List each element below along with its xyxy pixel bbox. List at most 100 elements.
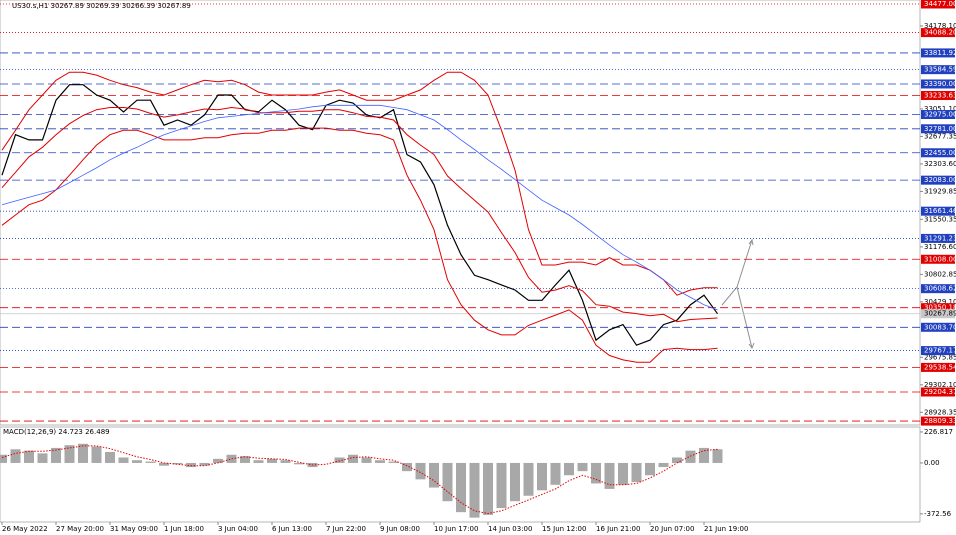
macd-bar [375, 460, 385, 463]
macd-bar [685, 450, 696, 463]
macd-bar [658, 462, 669, 468]
macd-bar [240, 456, 250, 463]
macd-bar [645, 462, 655, 476]
x-tick-label: 9 Jun 08:00 [380, 525, 420, 533]
y-tick-label: 34178.10 [924, 22, 956, 30]
x-tick-label: 20 Jun 07:00 [650, 525, 694, 533]
level-label-box [921, 309, 955, 319]
macd-bar [334, 457, 345, 463]
y-tick-label: 28928.35 [924, 408, 956, 416]
level-label-box [921, 303, 955, 313]
level-label: 29538.54 [924, 363, 956, 371]
y-tick-label: -372.56 [924, 510, 952, 518]
macd-bar [672, 457, 682, 463]
macd-bar [456, 462, 466, 513]
x-tick-label: 16 Jun 21:00 [596, 525, 640, 533]
y-tick-label: 30802.85 [924, 270, 956, 278]
macd-bar [37, 453, 48, 463]
level-label-box [921, 65, 955, 75]
macd-bar [496, 462, 507, 509]
chart-title: US30.s,H1 30267.89 30269.39 30266.39 302… [12, 2, 191, 10]
macd-bar [469, 462, 480, 518]
macd-bar [361, 457, 372, 463]
x-tick-label: 27 May 20:00 [56, 525, 104, 533]
level-label: 29767.17 [924, 347, 956, 355]
level-label-box [921, 148, 955, 158]
macd-bar [199, 462, 210, 466]
level-label-box [921, 0, 955, 9]
level-label: 31008.00 [924, 255, 956, 263]
macd-bar [213, 458, 223, 463]
macd-bar [132, 460, 142, 463]
macd-bar [564, 462, 574, 476]
macd-bar [550, 462, 561, 485]
x-tick-label: 15 Jun 12:00 [542, 525, 586, 533]
projection-arrows [721, 238, 755, 350]
y-tick-label: 32303.60 [924, 160, 956, 168]
macd-bar [591, 462, 601, 484]
macd-bar [172, 462, 183, 465]
arrow-head [748, 342, 755, 350]
level-label: 34477.00 [924, 0, 956, 8]
level-label: 31661.46 [924, 207, 956, 215]
level-label: 33233.63 [924, 91, 956, 99]
x-tick-label: 14 Jun 03:00 [488, 525, 532, 533]
level-label: 31291.23 [924, 234, 956, 242]
macd-bar [294, 462, 304, 465]
level-label: 33390.00 [924, 80, 956, 88]
macd-bar [537, 462, 547, 491]
y-tick-label: 30429.10 [924, 298, 956, 306]
series-line [1, 71, 718, 296]
level-label-box [921, 254, 955, 264]
macd-bar [510, 462, 520, 502]
level-label: 34088.20 [924, 29, 956, 37]
price-panel [0, 0, 921, 426]
level-label-box [921, 416, 955, 426]
series-line [1, 127, 718, 363]
level-label-box [921, 362, 955, 372]
level-label: 33584.59 [924, 66, 956, 74]
macd-bar [10, 449, 21, 463]
macd-bar [0, 454, 7, 463]
y-tick-label: 31550.35 [924, 215, 956, 223]
x-tick-label: 1 Jun 18:00 [164, 525, 204, 533]
macd-bar [105, 452, 115, 463]
macd-bar [483, 462, 493, 515]
macd-bar [523, 462, 534, 496]
signal-line [1, 445, 718, 515]
x-tick-label: 10 Jun 17:00 [434, 525, 478, 533]
macd-bar [145, 461, 156, 463]
level-label: 32083.00 [924, 176, 956, 184]
macd-bar [78, 443, 88, 463]
level-label-box [921, 175, 955, 185]
macd-bar [51, 447, 61, 463]
macd-bar [118, 457, 129, 463]
y-tick-label: 32677.35 [924, 132, 956, 140]
level-label-box [921, 90, 955, 100]
y-tick-label: 226.817 [924, 428, 953, 436]
macd-bar [91, 446, 102, 463]
macd-bar [712, 449, 723, 463]
macd-bar [348, 454, 358, 463]
y-tick-label: 0.00 [924, 459, 940, 467]
macd-bar [267, 458, 277, 463]
y-tick-label: 31929.85 [924, 187, 956, 195]
x-tick-label: 26 May 2022 [2, 525, 48, 533]
level-label: 28809.33 [924, 417, 956, 425]
level-label-box [921, 387, 955, 397]
level-label: 32455.00 [924, 149, 956, 157]
level-label-box [921, 48, 955, 58]
macd-bar [604, 462, 615, 489]
x-tick-label: 21 Jun 19:00 [704, 525, 748, 533]
level-label: 33811.92 [924, 49, 956, 57]
y-tick-label: 31176.60 [924, 243, 956, 251]
level-label-box [921, 346, 955, 356]
x-tick-label: 3 Jun 04:00 [218, 525, 258, 533]
macd-bar [226, 454, 237, 463]
y-tick-label: 29675.85 [924, 353, 956, 361]
x-tick-label: 31 May 09:00 [110, 525, 158, 533]
macd-bar [388, 461, 399, 463]
level-label-box [921, 28, 955, 38]
